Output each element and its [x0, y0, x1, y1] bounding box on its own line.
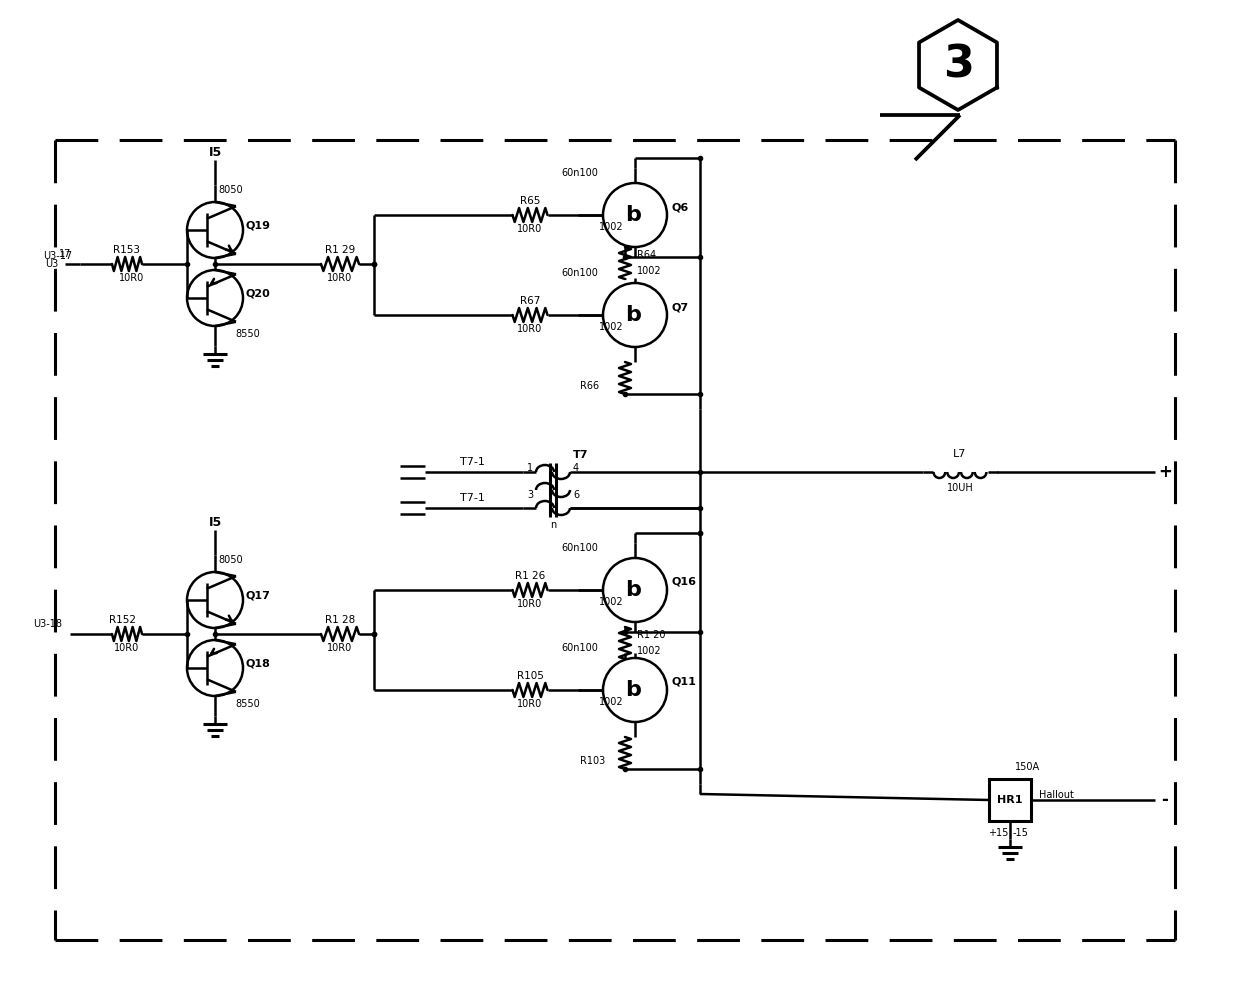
Text: 1002: 1002 [599, 697, 624, 707]
Text: 10R0: 10R0 [327, 273, 352, 283]
Text: 1: 1 [527, 463, 533, 473]
Text: Q7: Q7 [672, 302, 689, 312]
Text: Hallout: Hallout [1039, 790, 1074, 800]
Text: 60n100: 60n100 [562, 543, 598, 553]
Bar [990, 779, 1030, 821]
Text: b: b [625, 680, 641, 700]
Text: 1002: 1002 [599, 597, 624, 607]
Text: 8550: 8550 [236, 699, 259, 709]
Text: b: b [625, 305, 641, 325]
Text: Q16: Q16 [672, 577, 697, 587]
Text: 60n100: 60n100 [562, 168, 598, 178]
Text: 8550: 8550 [236, 329, 259, 339]
Text: R66: R66 [580, 381, 599, 391]
Text: n: n [549, 520, 556, 530]
Text: U3-18: U3-18 [33, 619, 62, 629]
Text: 10R0: 10R0 [517, 224, 543, 234]
Text: I5: I5 [208, 515, 222, 529]
Text: Q17: Q17 [246, 591, 270, 601]
Text: +15: +15 [988, 828, 1008, 838]
Text: R1 20: R1 20 [637, 630, 666, 640]
Text: Q20: Q20 [246, 289, 270, 299]
Text: R64: R64 [637, 250, 656, 260]
Text: Q11: Q11 [672, 677, 697, 687]
Text: 3: 3 [527, 490, 533, 500]
Text: T7-1: T7-1 [460, 457, 485, 467]
Text: 1002: 1002 [599, 322, 624, 332]
Text: 4: 4 [573, 463, 579, 473]
Text: R103: R103 [580, 756, 605, 766]
Text: T7-1: T7-1 [460, 493, 485, 503]
Text: I5: I5 [208, 145, 222, 159]
Text: 150A: 150A [1016, 762, 1040, 772]
Text: 1002: 1002 [599, 222, 624, 232]
Text: 10R0: 10R0 [517, 699, 543, 709]
Text: R1 28: R1 28 [325, 615, 355, 625]
Text: 10UH: 10UH [946, 483, 973, 493]
Text: U3-17: U3-17 [43, 251, 72, 261]
Text: Q19: Q19 [246, 221, 272, 231]
Text: -15: -15 [1012, 828, 1028, 838]
Text: 10R0: 10R0 [327, 643, 352, 653]
Text: 10R0: 10R0 [517, 599, 543, 609]
Text: 1002: 1002 [637, 266, 662, 276]
Text: T7: T7 [573, 450, 589, 460]
Text: HR1: HR1 [997, 795, 1023, 805]
Text: 8050: 8050 [218, 185, 243, 195]
Text: R67: R67 [520, 296, 541, 306]
Text: -: - [1162, 791, 1168, 809]
Text: R153: R153 [114, 245, 140, 255]
Text: 10R0: 10R0 [119, 273, 145, 283]
Text: U3: U3 [45, 259, 58, 269]
Text: 60n100: 60n100 [562, 643, 598, 653]
Text: R1 29: R1 29 [325, 245, 355, 255]
Text: R152: R152 [109, 615, 135, 625]
Text: R65: R65 [520, 196, 541, 206]
Text: +: + [1158, 463, 1172, 481]
Text: L7: L7 [954, 449, 967, 459]
Text: b: b [625, 205, 641, 225]
Text: 8050: 8050 [218, 555, 243, 565]
Text: 60n100: 60n100 [562, 268, 598, 278]
Text: R1 26: R1 26 [515, 571, 546, 581]
Text: 1002: 1002 [637, 646, 662, 656]
Text: 3: 3 [942, 43, 973, 86]
Text: 10R0: 10R0 [517, 324, 543, 334]
Text: b: b [625, 580, 641, 600]
Text: 10R0: 10R0 [114, 643, 140, 653]
Text: Q6: Q6 [672, 202, 689, 212]
Text: 6: 6 [573, 490, 579, 500]
Text: Q18: Q18 [246, 659, 270, 669]
Text: R105: R105 [517, 671, 543, 681]
Text: 17: 17 [58, 249, 71, 259]
